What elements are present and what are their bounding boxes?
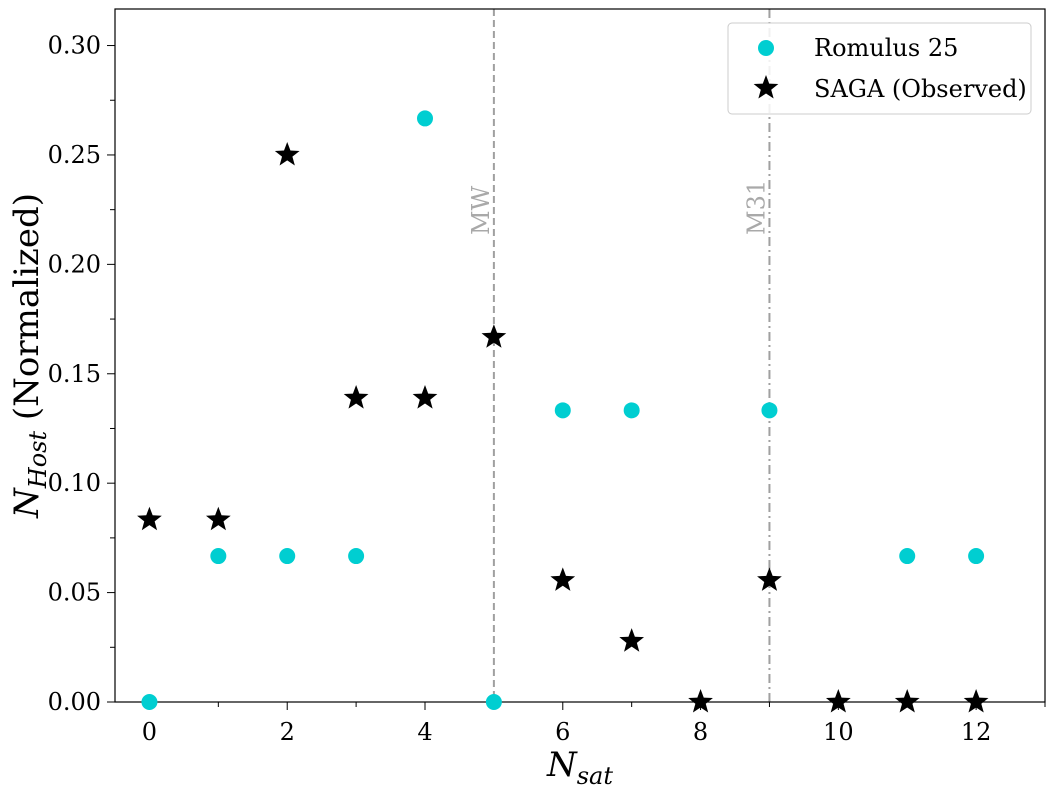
- y-tick-label: 0.30: [48, 32, 101, 60]
- x-tick-label: 2: [280, 718, 295, 746]
- plot-area: MW M31 0 2 4 6 8 10 12 0.00 0.05 0.10 0.15 0.20 0.25 0.…: [48, 8, 1046, 746]
- x-tick-label: 6: [555, 718, 570, 746]
- legend-box: [727, 22, 1032, 115]
- x-tick-label: 12: [961, 718, 992, 746]
- legend-label-saga: SAGA (Observed): [814, 75, 1027, 103]
- x-tick-label: 10: [823, 718, 854, 746]
- y-axis-title-suffix: (Normalized): [7, 193, 47, 431]
- saga-point: [205, 506, 231, 531]
- y-axis-title-sub: Host: [24, 431, 52, 490]
- romulus-point: [761, 402, 778, 419]
- y-tick-label: 0.25: [48, 141, 101, 169]
- romulus-point: [899, 548, 916, 565]
- saga-point: [137, 506, 162, 531]
- x-axis-title: Nsat: [546, 745, 613, 790]
- saga-point: [894, 689, 920, 713]
- x-axis-title-sub: sat: [577, 762, 614, 790]
- romulus-point: [141, 694, 158, 710]
- y-tick-label: 0.20: [48, 250, 101, 278]
- saga-point: [343, 385, 369, 409]
- saga-point: [825, 689, 851, 713]
- x-tick-label: 8: [693, 718, 708, 746]
- romulus-point: [279, 548, 296, 565]
- romulus-point: [968, 548, 985, 565]
- romulus-point: [417, 110, 433, 127]
- saga-point: [412, 385, 438, 409]
- reference-label-m31: M31: [742, 180, 770, 235]
- y-axis-title-main: N: [7, 487, 47, 519]
- romulus-point: [485, 694, 502, 710]
- x-tick-label: 0: [142, 718, 157, 746]
- saga-point: [619, 628, 645, 652]
- y-tick-label: 0.05: [48, 579, 101, 607]
- saga-point: [274, 141, 300, 166]
- y-tick-label: 0.15: [48, 360, 101, 388]
- x-tick-label: 4: [417, 718, 432, 746]
- y-tick-label: 0.10: [48, 469, 101, 497]
- legend: Romulus 25 SAGA (Observed): [727, 22, 1032, 115]
- saga-point: [550, 567, 576, 591]
- y-tick-label: 0.00: [48, 688, 101, 716]
- romulus-point: [348, 548, 365, 565]
- romulus-point: [210, 548, 227, 565]
- reference-label-mw: MW: [467, 185, 495, 235]
- romulus-point: [623, 402, 640, 419]
- legend-label-romulus: Romulus 25: [814, 34, 958, 62]
- saga-point: [481, 324, 507, 348]
- y-axis-title: NHost (Normalized): [7, 193, 52, 519]
- legend-marker-saga: [753, 75, 779, 99]
- saga-point: [757, 567, 782, 591]
- axes-frame: [114, 8, 1046, 703]
- saga-point: [688, 689, 713, 713]
- saga-point: [963, 689, 989, 713]
- romulus-point: [554, 402, 571, 419]
- legend-marker-romulus: [758, 40, 774, 56]
- x-axis-title-main: N: [546, 745, 578, 785]
